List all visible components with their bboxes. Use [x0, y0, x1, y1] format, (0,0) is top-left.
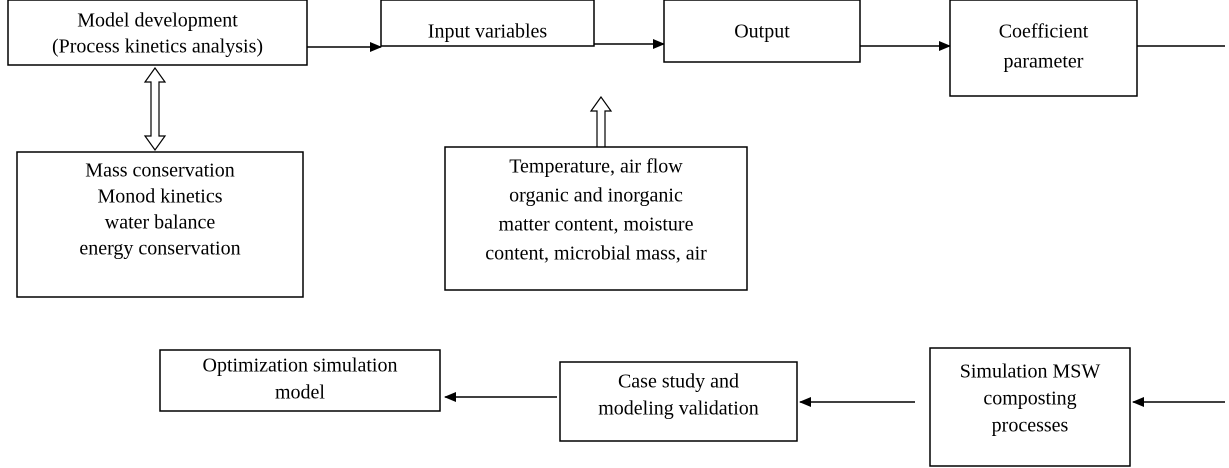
- node-label: processes: [992, 415, 1069, 437]
- node-label: matter content, moisture: [499, 214, 694, 236]
- double-arrow: [143, 66, 167, 152]
- node-label: organic and inorganic: [509, 185, 683, 207]
- node-label: parameter: [1004, 51, 1084, 73]
- node-text: Simulation MSW composting processes: [960, 361, 1101, 437]
- node-box: [16, 151, 304, 298]
- node-label: Model development: [77, 10, 238, 32]
- node-label: (Process kinetics analysis): [52, 36, 263, 58]
- node: Input variables: [380, 0, 595, 47]
- node-label: Temperature, air flow: [509, 156, 683, 178]
- node-label: Mass conservation: [85, 160, 234, 182]
- node-label: energy conservation: [79, 238, 240, 260]
- node-label: modeling validation: [598, 398, 759, 420]
- node-text: Optimization simulation model: [203, 355, 398, 404]
- node-label: water balance: [105, 212, 216, 234]
- nodes: Model development (Process kinetics analy…: [7, 0, 1138, 467]
- node: Case study and modeling validation: [559, 361, 798, 442]
- node: Temperature, air flow organic and inorgan…: [444, 146, 748, 291]
- node: Output: [663, 0, 861, 63]
- node-label: Simulation MSW: [960, 361, 1101, 383]
- node-label: Input variables: [428, 21, 548, 43]
- node-box: [7, 0, 308, 66]
- node: Mass conservation Monod kinetics water bal…: [16, 151, 304, 298]
- node-text: Case study and modeling validation: [598, 371, 759, 420]
- node-text: Input variables: [428, 21, 548, 43]
- node-label: composting: [983, 388, 1076, 410]
- node-text: Output: [734, 21, 790, 43]
- node-box: [159, 349, 441, 412]
- node-text: Model development (Process kinetics analy…: [52, 10, 263, 58]
- node-box: [949, 0, 1138, 97]
- node-label: Output: [734, 21, 790, 43]
- node-text: Temperature, air flow organic and inorgan…: [485, 156, 707, 265]
- node-box: [444, 146, 748, 291]
- node: Model development (Process kinetics analy…: [7, 0, 308, 66]
- node-box: [663, 0, 861, 63]
- node: Simulation MSW composting processes: [929, 347, 1131, 467]
- node: Coefficient parameter: [949, 0, 1138, 97]
- node-label: Monod kinetics: [98, 186, 223, 208]
- node-box: [559, 361, 798, 442]
- node-text: Mass conservation Monod kinetics water bal…: [79, 160, 240, 260]
- connectors: [143, 39, 1225, 407]
- node-label: Case study and: [618, 371, 739, 393]
- node-text: Coefficient parameter: [999, 21, 1089, 73]
- node-label: model: [275, 382, 325, 404]
- node: Optimization simulation model: [159, 349, 441, 412]
- node-label: Optimization simulation: [203, 355, 398, 377]
- node-label: Coefficient: [999, 21, 1089, 43]
- node-box: [929, 347, 1131, 467]
- node-label: content, microbial mass, air: [485, 243, 707, 265]
- node-box: [380, 0, 595, 47]
